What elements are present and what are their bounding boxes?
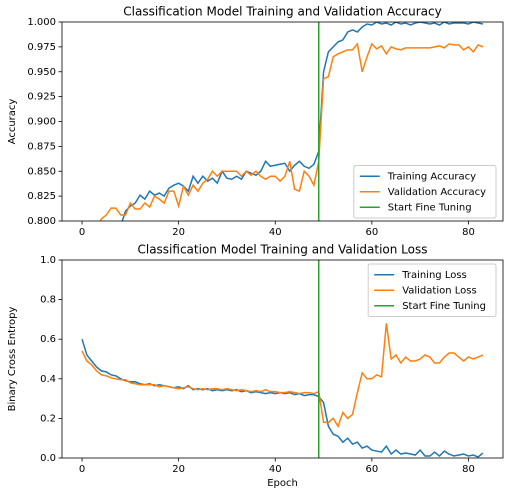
y-tick-label: 0.950 [27, 67, 56, 78]
y-tick-label: 0.850 [27, 166, 56, 177]
axes-frame [61, 259, 504, 459]
x-tick-label: 60 [365, 464, 378, 475]
y-tick-label: 0.4 [40, 374, 56, 385]
x-axis-label: Epoch [267, 478, 298, 489]
y-axis-label: Accuracy [7, 99, 18, 145]
x-tick-label: 0 [79, 227, 85, 238]
y-tick-label: 1.0 [40, 255, 56, 266]
legend: Training Loss Validation Loss Start Fine T… [367, 263, 497, 317]
y-tick-label: 0.825 [27, 191, 56, 202]
y-tick-label: 0.2 [40, 413, 56, 424]
x-tick-label: 80 [462, 464, 475, 475]
legend-label: Start Fine Tuning [388, 202, 472, 213]
y-tick-label: 0.800 [27, 216, 56, 227]
x-tick-label: 60 [365, 227, 378, 238]
legend-label: Validation Accuracy [388, 187, 486, 198]
subplot: Classification Model Training and Valida… [7, 5, 504, 238]
chart-title: Classification Model Training and Valida… [123, 5, 441, 19]
x-tick-label: 40 [269, 464, 282, 475]
y-tick-label: 0.875 [27, 141, 56, 152]
x-tick-label: 0 [79, 464, 85, 475]
x-tick-label: 80 [462, 227, 475, 238]
y-tick-label: 1.000 [27, 17, 56, 28]
legend-box [353, 165, 497, 219]
y-tick-label: 0.925 [27, 92, 56, 103]
legend-label: Training Loss [401, 270, 467, 281]
x-tick-label: 20 [172, 227, 185, 238]
series-line [121, 22, 484, 221]
x-tick-label: 40 [269, 227, 282, 238]
series-line [99, 42, 484, 221]
y-tick-label: 0.900 [27, 117, 56, 128]
y-tick-label: 0.975 [27, 42, 56, 53]
legend-label: Training Accuracy [387, 171, 476, 182]
chart-title: Classification Model Training and Valida… [137, 243, 427, 257]
axes-frame [61, 21, 504, 222]
subplot: Classification Model Training and Valida… [7, 243, 504, 489]
y-tick-label: 0.0 [40, 453, 56, 464]
y-axis-label: Binary Cross Entropy [7, 307, 18, 412]
y-tick-label: 0.6 [40, 334, 56, 345]
y-tick-label: 0.8 [40, 295, 56, 306]
legend-label: Start Fine Tuning [402, 301, 486, 312]
series-line [81, 323, 484, 429]
legend-label: Validation Loss [402, 285, 477, 296]
legend-box [367, 263, 497, 317]
x-tick-label: 20 [172, 464, 185, 475]
legend: Training Accuracy Validation Accuracy Star… [353, 165, 497, 219]
